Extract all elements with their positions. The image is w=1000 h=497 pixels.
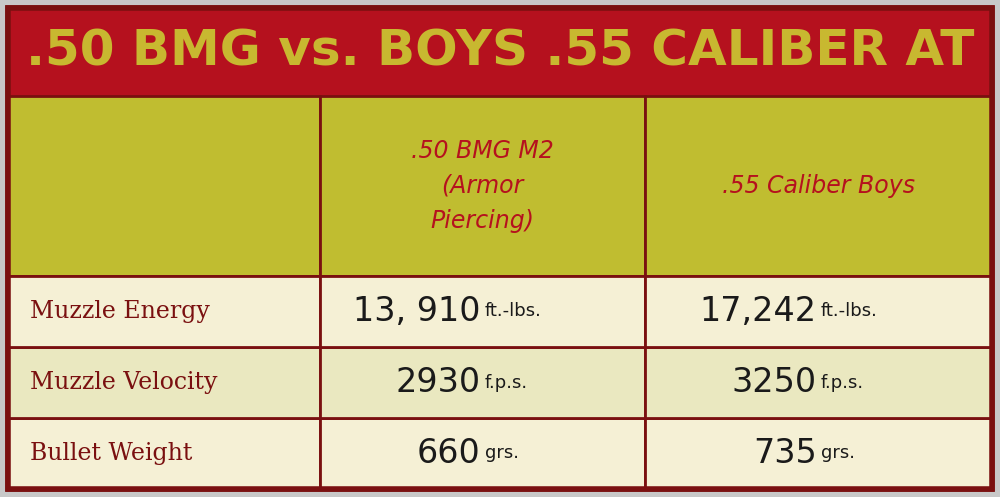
Bar [645, 96, 992, 276]
Bar [645, 276, 992, 347]
Text: grs.: grs. [820, 444, 854, 463]
Text: Muzzle Energy: Muzzle Energy [30, 300, 210, 323]
Text: 17,242: 17,242 [699, 295, 816, 328]
Text: f.p.s.: f.p.s. [484, 374, 528, 392]
Bar [8, 276, 320, 347]
Bar [320, 418, 645, 489]
Bar [320, 96, 645, 276]
Text: 735: 735 [753, 437, 816, 470]
Bar [645, 347, 992, 418]
Bar [8, 8, 992, 96]
Text: 660: 660 [417, 437, 480, 470]
Text: .50 BMG M2
(Armor
Piercing): .50 BMG M2 (Armor Piercing) [411, 139, 554, 234]
Bar [645, 418, 992, 489]
Text: Muzzle Velocity: Muzzle Velocity [30, 371, 218, 394]
Text: grs.: grs. [484, 444, 518, 463]
Text: f.p.s.: f.p.s. [820, 374, 864, 392]
Text: .55 Caliber Boys: .55 Caliber Boys [722, 174, 915, 198]
Bar [320, 347, 645, 418]
Bar [8, 418, 320, 489]
Text: .50 BMG vs. BOYS .55 CALIBER AT: .50 BMG vs. BOYS .55 CALIBER AT [26, 28, 974, 76]
Text: ft.-lbs.: ft.-lbs. [820, 303, 877, 321]
Text: 13, 910: 13, 910 [353, 295, 480, 328]
Bar [8, 96, 320, 276]
Text: 3250: 3250 [731, 366, 816, 399]
Bar [320, 276, 645, 347]
Bar [8, 347, 320, 418]
Text: 2930: 2930 [395, 366, 480, 399]
Text: Bullet Weight: Bullet Weight [30, 442, 192, 465]
Text: ft.-lbs.: ft.-lbs. [484, 303, 541, 321]
